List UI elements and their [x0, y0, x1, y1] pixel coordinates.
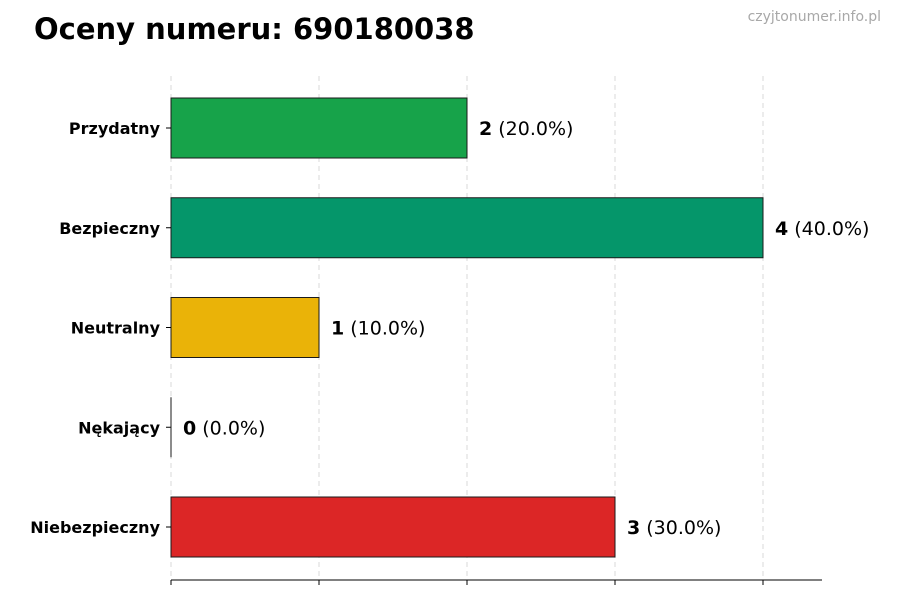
bar — [170, 496, 616, 558]
bar — [170, 297, 320, 358]
bar — [170, 97, 468, 159]
chart-title: Oceny numeru: 690180038 — [34, 12, 475, 46]
category-label: Neutralny — [71, 319, 161, 338]
value-label: 3 (30.0%) — [627, 517, 721, 539]
category-label: Przydatny — [69, 119, 161, 138]
value-label: 0 (0.0%) — [183, 417, 265, 439]
bar — [170, 197, 764, 259]
value-label: 2 (20.0%) — [479, 118, 573, 140]
category-label: Bezpieczny — [59, 219, 160, 238]
category-label: Nękający — [78, 418, 160, 437]
value-label: 4 (40.0%) — [775, 218, 869, 240]
value-label: 1 (10.0%) — [331, 318, 425, 340]
category-label: Niebezpieczny — [30, 518, 160, 537]
watermark: czyjtonumer.info.pl — [747, 9, 881, 25]
